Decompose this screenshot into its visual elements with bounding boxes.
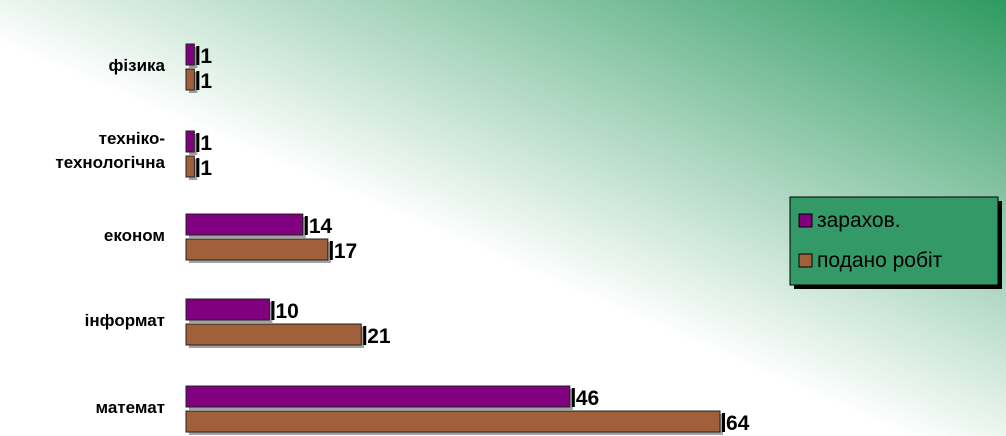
data-label: 1 [200, 157, 212, 180]
bar-end-tick [196, 133, 200, 152]
bar-podano-1 [185, 155, 195, 178]
legend-box [789, 196, 999, 286]
bar-end-tick [722, 413, 725, 432]
legend-label: подано робіт [817, 249, 943, 272]
bar-end-tick [571, 388, 575, 407]
category-label: фізика [109, 56, 166, 75]
legend-swatch [798, 253, 813, 268]
bar-zarakhov-2 [185, 213, 304, 236]
bar-zarakhov-3 [185, 298, 270, 321]
category-label: інформат [85, 311, 165, 330]
legend-swatch [798, 213, 813, 228]
data-label: 10 [275, 300, 298, 323]
category-label: математ [96, 398, 166, 417]
bar-end-tick [196, 46, 200, 65]
data-label: 1 [200, 70, 212, 93]
bar-end-tick [363, 326, 367, 345]
bar-end-tick [329, 241, 333, 260]
data-label: 17 [334, 240, 357, 263]
category-label: економ [104, 226, 165, 245]
bar-podano-2 [185, 238, 329, 261]
bar-end-tick [196, 158, 200, 177]
legend-label: зарахов. [817, 209, 901, 232]
bar-zarakhov-4 [185, 385, 571, 408]
bar-podano-4 [185, 410, 721, 433]
data-label: 1 [200, 45, 212, 68]
data-label: 64 [726, 412, 750, 435]
data-label: 14 [309, 215, 333, 238]
data-label: 21 [367, 325, 391, 348]
bar-podano-0 [185, 68, 195, 91]
category-label: техніко-технологічна [55, 129, 165, 172]
data-label: 1 [200, 132, 212, 155]
bar-end-tick [271, 301, 275, 320]
bar-podano-3 [185, 323, 362, 346]
bar-end-tick [196, 71, 200, 90]
data-label: 46 [576, 387, 599, 410]
bar-zarakhov-0 [185, 43, 195, 66]
bar-end-tick [304, 216, 308, 235]
bar-zarakhov-1 [185, 130, 195, 153]
